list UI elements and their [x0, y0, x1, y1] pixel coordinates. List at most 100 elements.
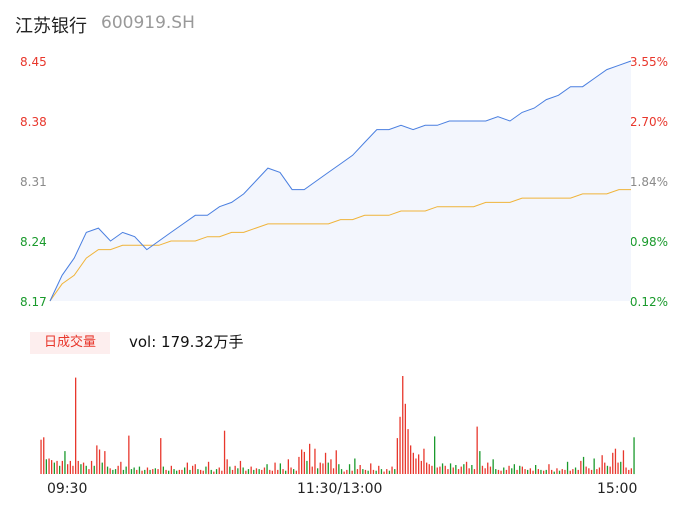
volume-bar	[410, 445, 412, 474]
volume-bar	[431, 465, 433, 474]
volume-text: vol: 179.32万手	[129, 333, 244, 351]
volume-bar	[69, 460, 71, 474]
average-price-line	[49, 189, 631, 302]
volume-bar	[120, 461, 122, 475]
volume-bar	[396, 438, 398, 474]
volume-bar	[519, 465, 521, 474]
time-label-close: 15:00	[597, 481, 638, 497]
volume-bar	[202, 470, 204, 474]
volume-bar	[335, 450, 337, 474]
volume-bar	[82, 462, 85, 474]
volume-bar	[455, 465, 457, 474]
volume-bar	[340, 469, 343, 474]
volume-bar	[465, 461, 468, 475]
volume-bar	[324, 452, 327, 474]
volume-bar	[287, 459, 289, 474]
volume-bar	[332, 468, 335, 474]
volume-bar	[98, 449, 101, 474]
price-area-fill	[50, 61, 631, 301]
volume-bar	[609, 466, 611, 474]
volume-bar	[423, 448, 425, 474]
volume-bar	[370, 463, 372, 474]
volume-bar	[505, 469, 508, 474]
volume-bar	[574, 467, 577, 474]
volume-bar	[269, 469, 271, 474]
volume-bar	[106, 466, 109, 474]
volume-bar	[601, 455, 603, 474]
volume-bar	[285, 470, 287, 474]
volume-bar	[274, 462, 276, 474]
volume-bar	[497, 469, 500, 474]
volume-bar	[449, 463, 452, 474]
volume-bar	[130, 469, 133, 474]
volume-bar	[614, 448, 617, 474]
volume-bar	[622, 450, 625, 474]
volume-bar	[51, 460, 53, 474]
volume-bar	[633, 437, 635, 475]
volume-bar	[354, 458, 356, 474]
volume-bar	[85, 465, 87, 474]
stock-name: 江苏银行	[15, 16, 87, 37]
volume-badge[interactable]: 日成交量	[30, 332, 110, 354]
volume-bar	[263, 467, 266, 474]
volume-bar	[582, 456, 585, 475]
volume-bar	[452, 467, 454, 474]
volume-bar	[556, 468, 558, 474]
volume-bar	[612, 452, 614, 474]
volume-bar	[561, 469, 563, 474]
price-label-5: 8.17	[20, 295, 47, 309]
volume-bar	[487, 462, 489, 474]
volume-bar	[237, 468, 239, 474]
price-label-4: 8.24	[20, 235, 47, 249]
volume-bar	[75, 377, 77, 474]
volume-bar	[383, 471, 385, 474]
volume-bar	[293, 469, 295, 474]
time-label-mid: 11:30/13:00	[297, 481, 383, 497]
volume-bar	[189, 469, 191, 474]
volume-bar	[364, 469, 367, 474]
volume-bar	[101, 462, 103, 474]
volume-bar	[527, 469, 529, 474]
volume-bar	[362, 469, 364, 474]
volume-bar	[213, 471, 215, 474]
volume-bar	[184, 467, 186, 474]
volume-bar	[378, 465, 380, 474]
volume-bar	[144, 469, 146, 474]
volume-bar	[375, 470, 377, 474]
volume-bar	[330, 459, 332, 474]
volume-bar	[402, 376, 404, 474]
volume-bar	[489, 466, 492, 474]
volume-bar	[67, 464, 69, 474]
volume-bar	[588, 468, 590, 474]
volume-bar	[149, 469, 151, 474]
volume-bar	[319, 462, 321, 474]
volume-bar	[298, 456, 300, 475]
pct-label-3: 1.84%	[629, 175, 668, 189]
volume-bar	[61, 460, 63, 474]
volume-bar	[250, 466, 252, 474]
volume-bar	[253, 469, 255, 474]
volume-bar	[327, 462, 329, 474]
volume-bar	[540, 469, 542, 474]
volume-bar	[471, 465, 473, 474]
volume-bar	[125, 466, 127, 474]
volume-bar	[553, 471, 555, 474]
volume-bar	[165, 469, 167, 474]
volume-bar	[109, 468, 111, 474]
volume-bar	[394, 469, 396, 474]
volume-bar	[359, 465, 361, 474]
volume-bar	[404, 403, 406, 474]
volume-bar	[537, 469, 539, 474]
volume-bar	[266, 464, 268, 474]
volume-bar	[200, 469, 202, 474]
volume-bar	[380, 469, 383, 474]
volume-bar	[473, 469, 476, 474]
time-label-open: 09:30	[47, 481, 88, 497]
volume-bar	[551, 469, 553, 474]
volume-bar	[593, 458, 595, 474]
volume-bar	[630, 468, 632, 474]
volume-bar	[625, 467, 627, 474]
volume-bar	[229, 466, 231, 474]
volume-bar	[412, 452, 414, 474]
